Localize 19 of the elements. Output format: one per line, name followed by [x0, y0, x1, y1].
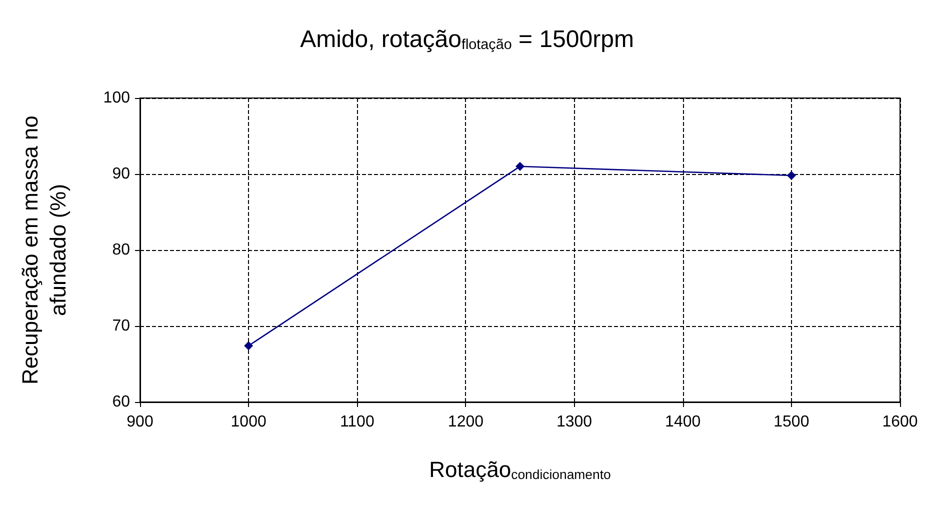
y-tick-label: 70	[112, 318, 130, 334]
chart-title: Amido, rotaçãoflotação = 1500rpm	[300, 26, 634, 53]
point	[244, 341, 254, 350]
x-tick-label: 1300	[556, 414, 592, 430]
y-tick-label: 80	[112, 242, 130, 258]
y-tick-label: 100	[103, 90, 130, 106]
point	[786, 171, 796, 180]
x-tick-label: 900	[126, 414, 154, 430]
x-tick-label: 1600	[882, 414, 918, 430]
y-tick-label: 90	[112, 166, 130, 182]
y-tick-label: 60	[112, 394, 130, 410]
x-tick-label: 1000	[230, 414, 266, 430]
y-axis-title: Recuperação em massa no afundado (%)	[18, 115, 70, 385]
x-tick-label: 1500	[774, 414, 810, 430]
x-tick-label: 1400	[665, 414, 701, 430]
x-tick-label: 1100	[340, 414, 374, 430]
point	[516, 162, 524, 171]
x-axis-title: Rotaçãocondicionamento	[429, 456, 611, 482]
x-tick-label: 1200	[448, 414, 484, 430]
